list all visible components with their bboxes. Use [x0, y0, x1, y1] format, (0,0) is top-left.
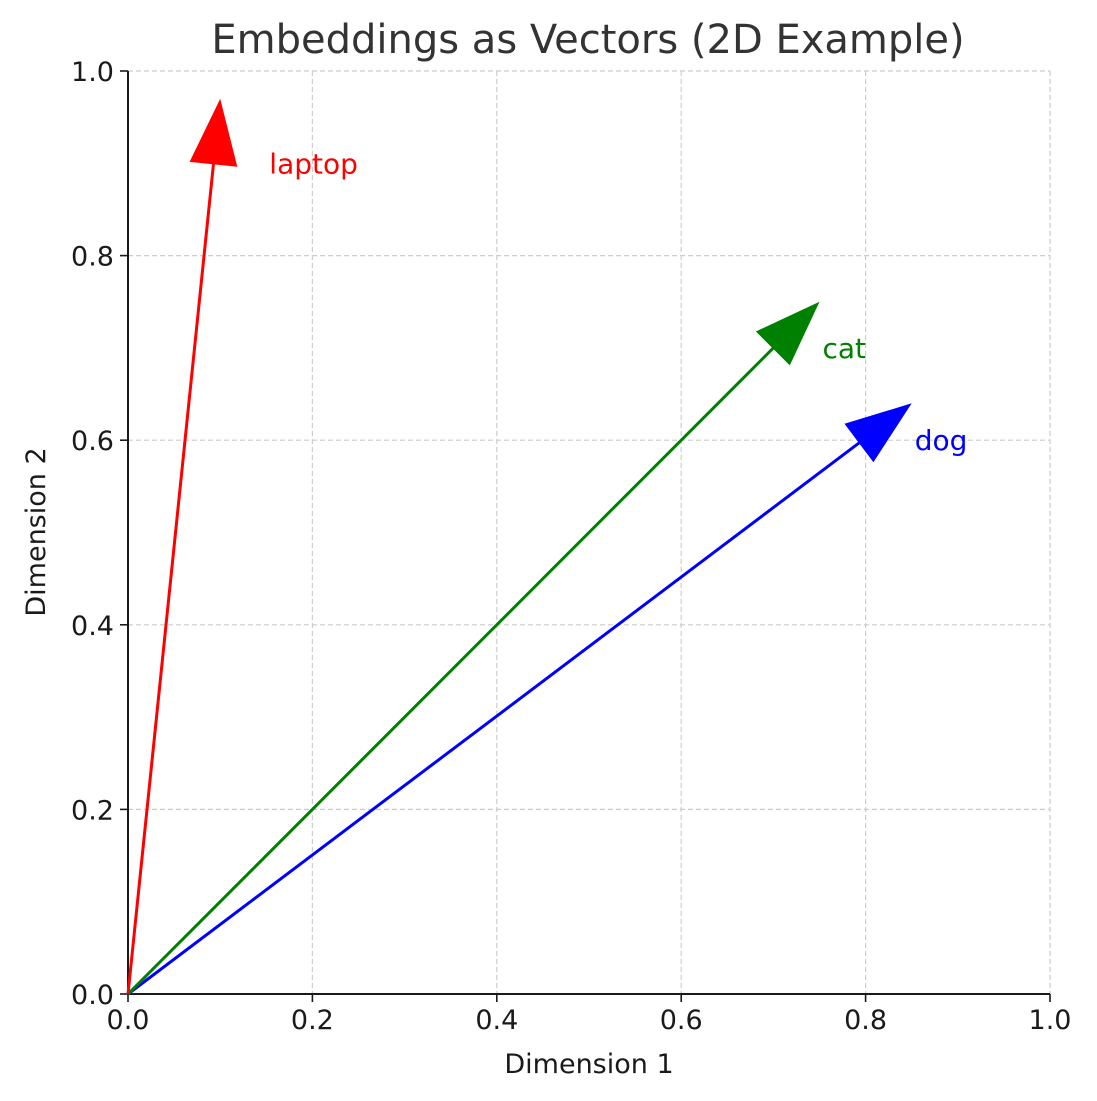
y-tick-label: 0.2 [71, 795, 114, 826]
vector-shaft-cat [126, 344, 777, 996]
vector-head-laptop [189, 98, 238, 167]
x-tick-label: 0.2 [291, 1005, 334, 1036]
vector-label-laptop: laptop [269, 147, 358, 180]
vector-laptop: laptop [126, 98, 358, 995]
vector-label-dog: dog [915, 424, 968, 457]
y-tick-label: 0.8 [71, 242, 114, 273]
vector-head-cat [755, 301, 820, 366]
vector-shaft-dog [127, 439, 864, 996]
x-tick-label: 0.8 [844, 1005, 887, 1036]
axes [127, 71, 1050, 995]
x-axis-label: Dimension 1 [504, 1049, 673, 1080]
y-ticks: 0.0 0.2 0.4 0.6 0.8 1.0 [71, 57, 128, 1011]
y-tick-label: 0.0 [71, 980, 114, 1011]
x-ticks: 0.0 0.2 0.4 0.6 0.8 1.0 [107, 994, 1072, 1036]
x-tick-label: 1.0 [1029, 1005, 1072, 1036]
x-tick-label: 0.6 [660, 1005, 703, 1036]
vector-shaft-laptop [126, 160, 216, 995]
vector-cat: cat [126, 301, 867, 996]
y-axis-label: Dimension 2 [21, 447, 52, 616]
x-tick-label: 0.4 [475, 1005, 518, 1036]
vector-head-dog [844, 403, 912, 463]
vectors: dog cat laptop [126, 98, 968, 996]
x-tick-label: 0.0 [107, 1005, 150, 1036]
y-tick-label: 0.4 [71, 611, 114, 642]
vector-dog: dog [127, 403, 968, 996]
y-tick-label: 1.0 [71, 57, 114, 88]
vector-label-cat: cat [823, 332, 867, 365]
chart-title: Embeddings as Vectors (2D Example) [211, 17, 964, 63]
y-tick-label: 0.6 [71, 426, 114, 457]
